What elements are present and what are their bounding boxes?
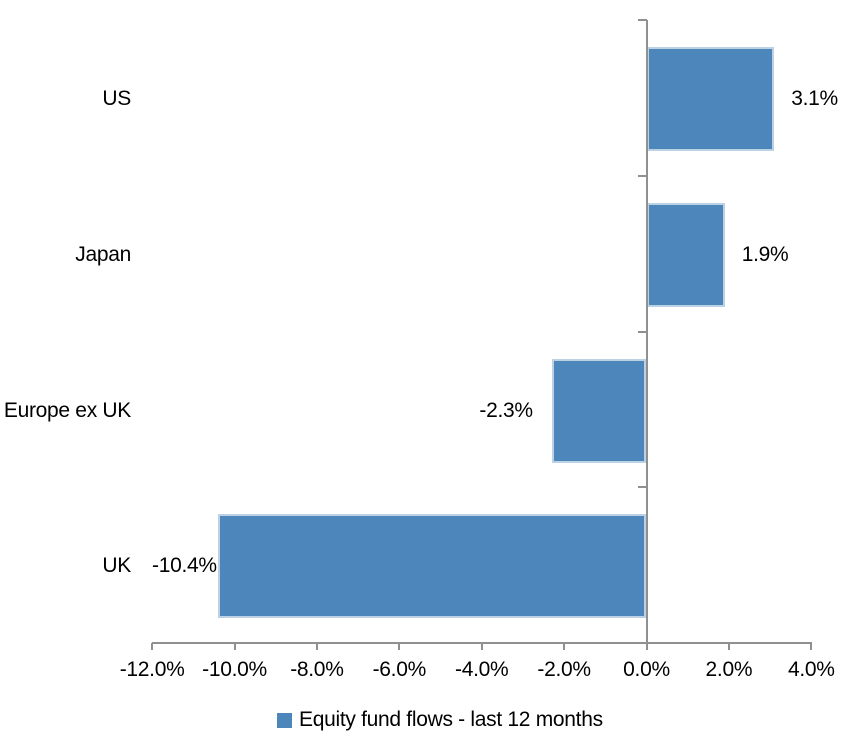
category-tick (637, 330, 647, 333)
bar-japan (646, 202, 725, 307)
x-tick-label: -2.0% (537, 658, 591, 681)
x-tick-label: -10.0% (202, 658, 267, 681)
category-tick (637, 19, 647, 21)
x-axis-tick (315, 643, 318, 650)
data-label: 1.9% (741, 242, 789, 266)
x-tick-label: -8.0% (290, 658, 344, 681)
x-axis-line (152, 642, 812, 644)
category-tick (637, 486, 647, 489)
category-label: Europe ex UK (3, 398, 131, 422)
category-label: Japan (75, 242, 131, 266)
x-tick-label: 4.0% (787, 658, 835, 681)
x-axis-tick (233, 643, 236, 650)
bar-europe-ex-uk (551, 358, 647, 463)
category-label: UK (102, 554, 131, 578)
data-label: -2.3% (479, 398, 533, 422)
x-tick-label: 2.0% (705, 658, 753, 681)
category-tick (637, 174, 647, 177)
legend: Equity fund flows - last 12 months (277, 708, 603, 732)
legend-swatch-icon (277, 712, 292, 728)
x-axis-tick (810, 643, 813, 650)
x-axis-tick (563, 643, 566, 650)
x-tick-label: -12.0% (119, 658, 185, 681)
x-axis-tick (398, 643, 401, 650)
data-label: -10.4% (152, 554, 217, 578)
x-axis-tick (151, 643, 154, 650)
data-label: 3.1% (791, 87, 838, 110)
category-label: US (102, 87, 131, 110)
legend-label: Equity fund flows - last 12 months (299, 708, 603, 731)
bar-uk (218, 514, 647, 619)
x-tick-label: -4.0% (455, 658, 509, 681)
value-axis-line (645, 20, 648, 650)
x-axis-tick (480, 643, 483, 650)
bar-us (646, 47, 775, 151)
x-tick-label: 0.0% (623, 658, 670, 681)
x-axis-tick (727, 643, 730, 650)
x-tick-label: -6.0% (372, 658, 427, 681)
